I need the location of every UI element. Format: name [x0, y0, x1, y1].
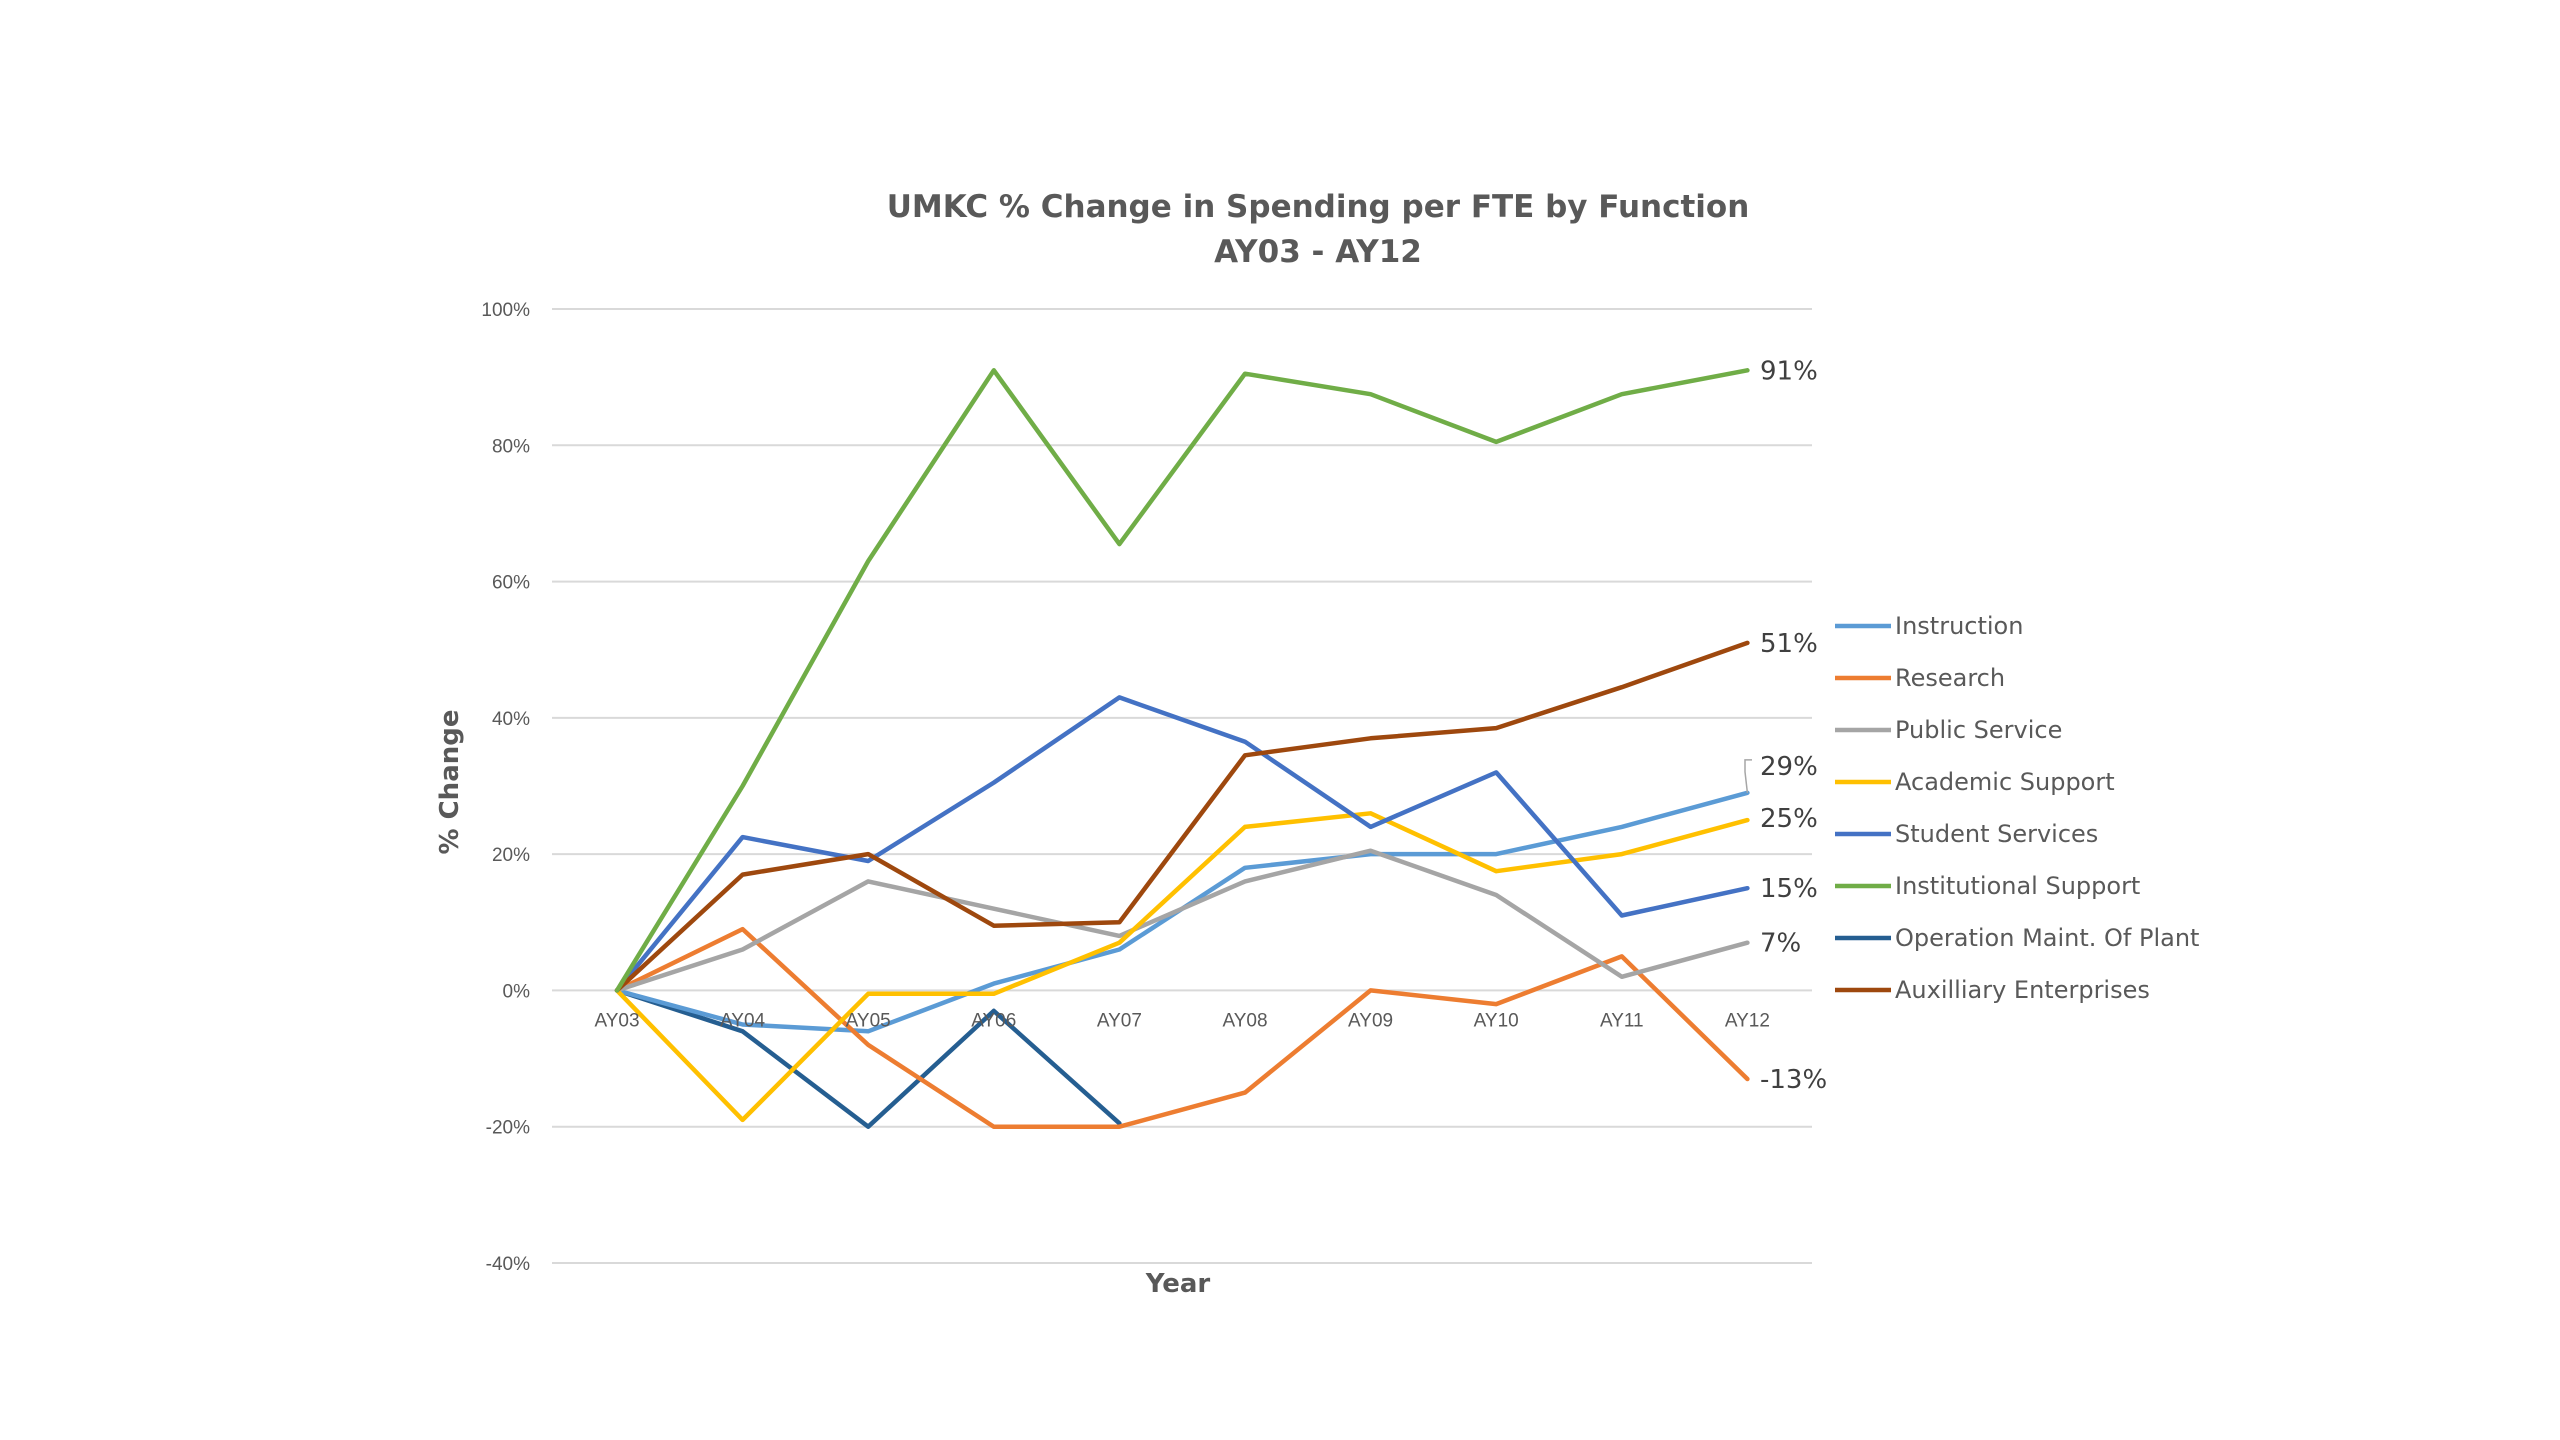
- x-tick-label: AY08: [1222, 1010, 1267, 1031]
- series-lines: [614, 368, 1750, 1129]
- x-tick-label: AY04: [720, 1010, 766, 1031]
- y-tick-label: 100%: [481, 300, 530, 321]
- x-tick-label: AY03: [594, 1010, 639, 1031]
- series-line-institutional-support: [614, 368, 1750, 993]
- x-axis-ticks: AY03 AY04 AY05 AY06 AY07 AY08 AY09 AY10 AY11 AY12: [594, 1010, 1769, 1031]
- y-tick-label: -20%: [486, 1118, 530, 1139]
- legend-label: Academic Support: [1895, 768, 2115, 796]
- y-axis-ticks: -40% -20% 0% 20% 40% 60% 80% 100%: [481, 300, 530, 1275]
- legend-label: Research: [1895, 664, 2005, 692]
- series-line-student-services: [614, 695, 1750, 993]
- series-line-auxilliary-enterprises: [614, 640, 1750, 993]
- series-line-operation-maint-of-plant: [614, 988, 1122, 1129]
- y-tick-label: -40%: [486, 1254, 530, 1275]
- y-tick-label: 20%: [492, 845, 530, 866]
- x-tick-label: AY05: [846, 1010, 891, 1031]
- series-line-academic-support: [614, 811, 1750, 1123]
- chart-title: UMKC % Change in Spending per FTE by Fun…: [887, 189, 1750, 225]
- end-label: 51%: [1760, 629, 1818, 659]
- series-line-instruction: [614, 790, 1750, 1034]
- end-label: 25%: [1760, 804, 1818, 834]
- y-axis-title: % Change: [435, 710, 465, 855]
- x-tick-label: AY10: [1474, 1010, 1519, 1031]
- x-tick-label: AY07: [1097, 1010, 1142, 1031]
- x-tick-label: AY11: [1600, 1010, 1644, 1031]
- end-label: 29%: [1760, 752, 1818, 782]
- end-labels: 91% 51% 29% 25% 15% 7% -13%: [1744, 356, 1827, 1095]
- y-tick-label: 60%: [492, 573, 530, 594]
- end-label: 91%: [1760, 356, 1818, 386]
- x-tick-label: AY09: [1348, 1010, 1393, 1031]
- y-tick-label: 0%: [503, 981, 531, 1002]
- legend-label: Operation Maint. Of Plant: [1895, 924, 2199, 952]
- chart-subtitle: AY03 - AY12: [1214, 234, 1422, 270]
- legend-label: Public Service: [1895, 716, 2062, 744]
- legend-label: Institutional Support: [1895, 872, 2140, 900]
- end-label: 7%: [1760, 929, 1801, 959]
- end-label-leader: [1744, 759, 1752, 793]
- x-axis-title: Year: [1145, 1269, 1211, 1299]
- series-line-research: [614, 926, 1750, 1129]
- y-tick-label: 80%: [492, 436, 530, 457]
- legend-label: Student Services: [1895, 820, 2098, 848]
- legend: Instruction Research Public Service Academi…: [1835, 612, 2199, 1004]
- legend-label: Instruction: [1895, 612, 2023, 640]
- series-line-public-service: [614, 848, 1750, 993]
- x-tick-label: AY06: [971, 1010, 1016, 1031]
- y-tick-label: 40%: [492, 709, 530, 730]
- legend-label: Auxilliary Enterprises: [1895, 976, 2150, 1004]
- x-tick-label: AY12: [1725, 1010, 1770, 1031]
- end-label: -13%: [1760, 1065, 1827, 1095]
- end-label: 15%: [1760, 874, 1818, 904]
